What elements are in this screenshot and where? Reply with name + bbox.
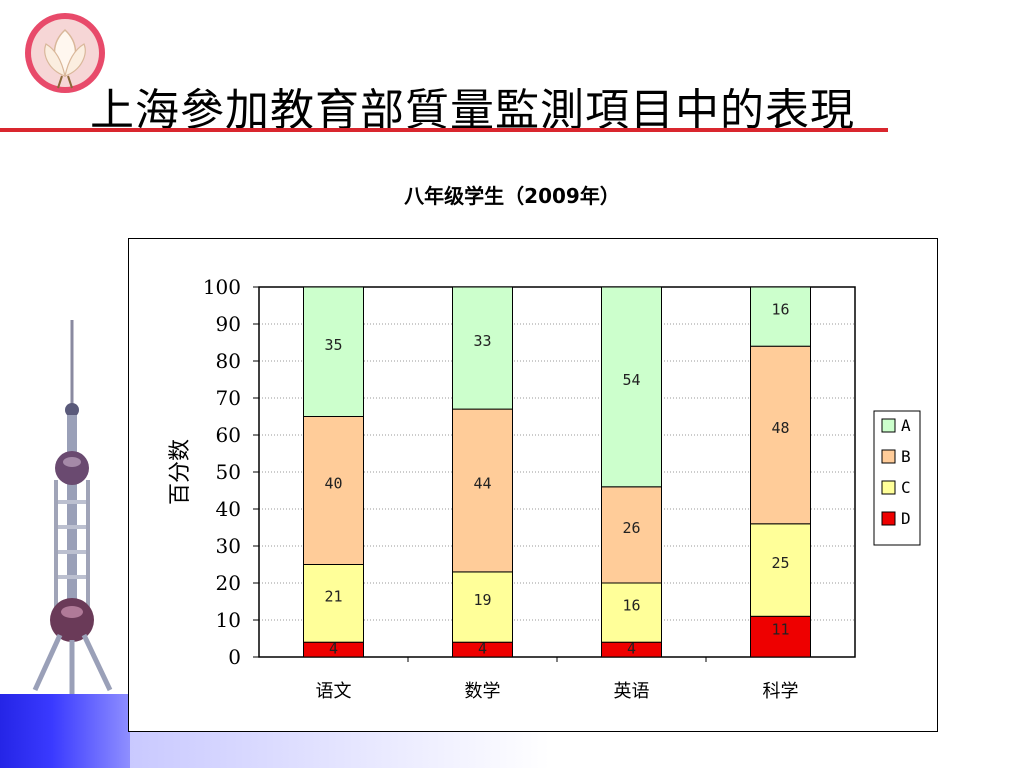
data-label: 26 (622, 519, 640, 537)
slide-title: 上海參加教育部質量監測項目中的表現 (90, 85, 855, 136)
y-tick-label: 20 (216, 571, 241, 595)
bar-segment-C (452, 571, 513, 643)
bar-segment-C (750, 523, 811, 617)
y-axis-label: 百分数 (168, 439, 193, 505)
data-label: 54 (622, 371, 640, 389)
y-tick-label: 40 (216, 497, 241, 521)
bar-segment-B (452, 408, 513, 573)
data-label: 4 (478, 640, 487, 658)
decorative-blue-band (0, 694, 130, 768)
legend-label: A (901, 416, 911, 435)
legend-label: B (901, 447, 911, 466)
bar-segment-C (303, 564, 364, 643)
data-label: 40 (324, 475, 342, 493)
y-tick-label: 30 (216, 534, 241, 558)
x-category-label: 英语 (614, 681, 650, 702)
data-label: 4 (329, 640, 338, 658)
legend-label: D (901, 509, 911, 528)
x-category-label: 语文 (316, 681, 352, 702)
bar-segment-A (303, 286, 364, 417)
y-tick-label: 0 (228, 645, 241, 669)
data-label: 16 (622, 597, 640, 615)
bar-segment-A (750, 286, 811, 347)
data-label: 35 (324, 336, 342, 354)
magnolia-logo-icon (25, 13, 105, 93)
bar-segment-A (601, 286, 662, 488)
bar-segment-B (601, 486, 662, 584)
bar-segment-B (750, 345, 811, 525)
chart-frame: 0 10 20 30 40 50 60 70 80 90 100 百分数 4 21 40 35 语文 4 19 44 3… (128, 238, 938, 732)
y-tick-label: 90 (216, 312, 241, 336)
y-tick-label: 100 (203, 275, 241, 299)
data-label: 11 (771, 621, 789, 639)
decorative-blue-fade (130, 732, 550, 768)
data-label: 48 (771, 419, 789, 437)
legend-swatch (881, 480, 896, 495)
bar-segment-A (452, 286, 513, 410)
y-tick-label: 80 (216, 349, 241, 373)
legend-swatch (881, 511, 896, 526)
y-tick-label: 60 (216, 423, 241, 447)
legend-box (873, 410, 921, 546)
bar-segment-C (601, 582, 662, 643)
legend-swatch (881, 418, 896, 433)
bar-segment-B (303, 416, 364, 565)
y-tick-label: 70 (216, 386, 241, 410)
legend-swatch (881, 449, 896, 464)
data-label: 4 (627, 640, 636, 658)
x-category-label: 数学 (465, 681, 501, 702)
legend-label: C (901, 478, 911, 497)
data-label: 21 (324, 587, 342, 605)
data-label: 25 (771, 554, 789, 572)
data-label: 16 (771, 301, 789, 319)
y-tick-label: 50 (216, 460, 241, 484)
data-label: 33 (473, 332, 491, 350)
y-tick-label: 10 (216, 608, 241, 632)
chart-title: 八年级学生（2009年） (404, 184, 620, 208)
tv-tower-illustration (32, 320, 113, 695)
stacked-bar-chart: 0 10 20 30 40 50 60 70 80 90 100 百分数 4 21 40 35 语文 4 19 44 3… (168, 275, 921, 702)
data-label: 44 (473, 475, 491, 493)
data-label: 19 (473, 591, 491, 609)
x-category-label: 科学 (763, 681, 799, 702)
title-divider (0, 128, 888, 132)
